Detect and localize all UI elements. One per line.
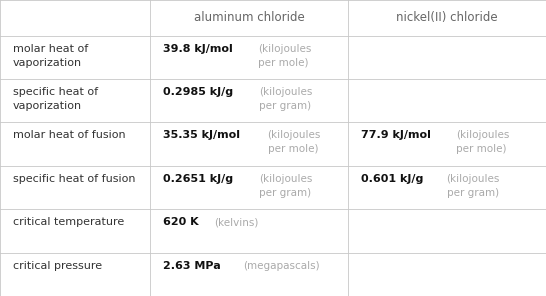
Text: (kilojoules
per mole): (kilojoules per mole) [456, 130, 509, 154]
Text: 0.2651 kJ/g: 0.2651 kJ/g [163, 174, 233, 184]
Text: 2.63 MPa: 2.63 MPa [163, 260, 221, 271]
Text: 77.9 kJ/mol: 77.9 kJ/mol [361, 130, 431, 140]
Text: (kilojoules
per mole): (kilojoules per mole) [258, 44, 312, 67]
Text: specific heat of
vaporization: specific heat of vaporization [13, 87, 98, 111]
Text: specific heat of fusion: specific heat of fusion [13, 174, 135, 184]
Text: molar heat of
vaporization: molar heat of vaporization [13, 44, 88, 67]
Text: (kilojoules
per gram): (kilojoules per gram) [259, 87, 312, 111]
Text: 35.35 kJ/mol: 35.35 kJ/mol [163, 130, 240, 140]
Text: molar heat of fusion: molar heat of fusion [13, 130, 126, 140]
Text: (kilojoules
per mole): (kilojoules per mole) [268, 130, 321, 154]
Text: 39.8 kJ/mol: 39.8 kJ/mol [163, 44, 233, 54]
Text: (kilojoules
per gram): (kilojoules per gram) [259, 174, 312, 198]
Text: critical temperature: critical temperature [13, 217, 124, 227]
Text: critical pressure: critical pressure [13, 260, 102, 271]
Text: nickel(II) chloride: nickel(II) chloride [396, 11, 498, 24]
Text: 620 K: 620 K [163, 217, 199, 227]
Text: 0.2985 kJ/g: 0.2985 kJ/g [163, 87, 233, 97]
Text: 0.601 kJ/g: 0.601 kJ/g [361, 174, 424, 184]
Text: (kilojoules
per gram): (kilojoules per gram) [447, 174, 500, 198]
Text: (megapascals): (megapascals) [242, 260, 319, 271]
Text: aluminum chloride: aluminum chloride [194, 11, 305, 24]
Text: (kelvins): (kelvins) [214, 217, 258, 227]
